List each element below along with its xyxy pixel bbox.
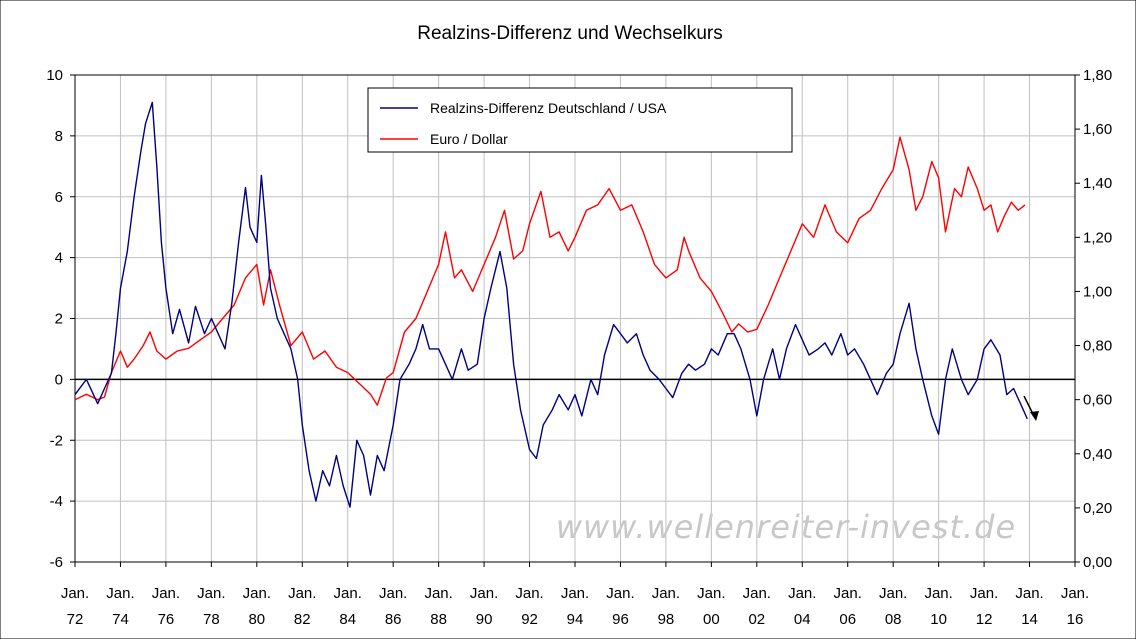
x-tick-label: 94	[567, 611, 584, 628]
x-tick-label: Jan.	[106, 585, 134, 602]
x-tick-label: 14	[1021, 611, 1038, 628]
x-tick-label: 80	[248, 611, 265, 628]
legend-box	[367, 87, 793, 153]
x-tick-label: Jan.	[834, 585, 862, 602]
x-tick-label: 96	[612, 611, 629, 628]
x-tick-label: 02	[748, 611, 765, 628]
legend-label-realzins: Realzins-Differenz Deutschland / USA	[430, 100, 667, 116]
x-tick-label: Jan.	[470, 585, 498, 602]
y-right-tick-label: 1,80	[1083, 67, 1112, 84]
x-tick-label: 86	[385, 611, 402, 628]
y-left-tick-label: 4	[55, 250, 63, 267]
y-left-tick-label: -2	[50, 432, 63, 449]
x-tick-label: 78	[203, 611, 220, 628]
x-tick-label: 04	[794, 611, 811, 628]
y-right-tick-label: 1,60	[1083, 121, 1112, 138]
x-tick-label: Jan.	[243, 585, 271, 602]
x-tick-label: Jan.	[970, 585, 998, 602]
x-tick-label: 84	[339, 611, 356, 628]
x-tick-label: Jan.	[697, 585, 725, 602]
x-tick-label: 06	[839, 611, 856, 628]
y-left-tick-label: 8	[55, 128, 63, 145]
x-tick-label: Jan.	[652, 585, 680, 602]
y-right-tick-label: 1,40	[1083, 175, 1112, 192]
y-left-tick-label: -6	[50, 554, 63, 571]
y-right-tick-label: 0,60	[1083, 392, 1112, 409]
x-tick-label: 12	[976, 611, 993, 628]
x-tick-label: Jan.	[561, 585, 589, 602]
trend-arrow	[1023, 395, 1039, 421]
legend-label-euro-dollar: Euro / Dollar	[430, 131, 508, 147]
y-left-tick-label: 2	[55, 311, 63, 328]
x-tick-label: 74	[112, 611, 129, 628]
x-tick-label: Jan.	[924, 585, 952, 602]
x-tick-label: Jan.	[879, 585, 907, 602]
y-right-tick-label: 0,80	[1083, 338, 1112, 355]
x-tick-label: Jan.	[334, 585, 362, 602]
x-tick-label: Jan.	[288, 585, 316, 602]
y-left-tick-label: 6	[55, 189, 63, 206]
x-tick-label: 92	[521, 611, 538, 628]
y-right-tick-label: 0,40	[1083, 446, 1112, 463]
x-tick-label: Jan.	[743, 585, 771, 602]
x-tick-label: Jan.	[424, 585, 452, 602]
y-right-tick-label: 1,20	[1083, 229, 1112, 246]
series-line-realzins-differenz	[74, 101, 1028, 508]
axes: Jan.72Jan.74Jan.76Jan.78Jan.80Jan.82Jan.…	[46, 67, 1112, 628]
y-left-tick-label: -4	[50, 493, 63, 510]
y-right-tick-label: 1,00	[1083, 283, 1112, 300]
x-tick-label: Jan.	[379, 585, 407, 602]
plot-area-frame	[74, 74, 1076, 563]
legend: Realzins-Differenz Deutschland / USA Eur…	[367, 87, 793, 153]
series	[74, 101, 1028, 508]
x-tick-label: Jan.	[1061, 585, 1089, 602]
x-tick-label: 90	[476, 611, 493, 628]
y-left-tick-label: 10	[46, 67, 63, 84]
x-tick-label: 00	[703, 611, 720, 628]
x-tick-label: Jan.	[152, 585, 180, 602]
x-tick-label: Jan.	[197, 585, 225, 602]
x-tick-label: 72	[67, 611, 84, 628]
x-tick-label: 08	[885, 611, 902, 628]
x-tick-label: 88	[430, 611, 447, 628]
x-tick-label: 10	[930, 611, 947, 628]
x-tick-label: 16	[1067, 611, 1084, 628]
x-tick-label: Jan.	[606, 585, 634, 602]
x-tick-label: Jan.	[61, 585, 89, 602]
y-right-tick-label: 0,20	[1083, 500, 1112, 517]
x-tick-label: Jan.	[515, 585, 543, 602]
y-left-tick-label: 0	[55, 371, 63, 388]
x-tick-label: 82	[294, 611, 311, 628]
x-tick-label: 76	[158, 611, 175, 628]
x-tick-label: Jan.	[788, 585, 816, 602]
x-tick-label: Jan.	[1015, 585, 1043, 602]
y-right-tick-label: 0,00	[1083, 554, 1112, 571]
chart-title: Realzins-Differenz und Wechselkurs	[417, 23, 723, 44]
x-tick-label: 98	[658, 611, 675, 628]
watermark: www.wellenreiter-invest.de	[556, 508, 1016, 546]
